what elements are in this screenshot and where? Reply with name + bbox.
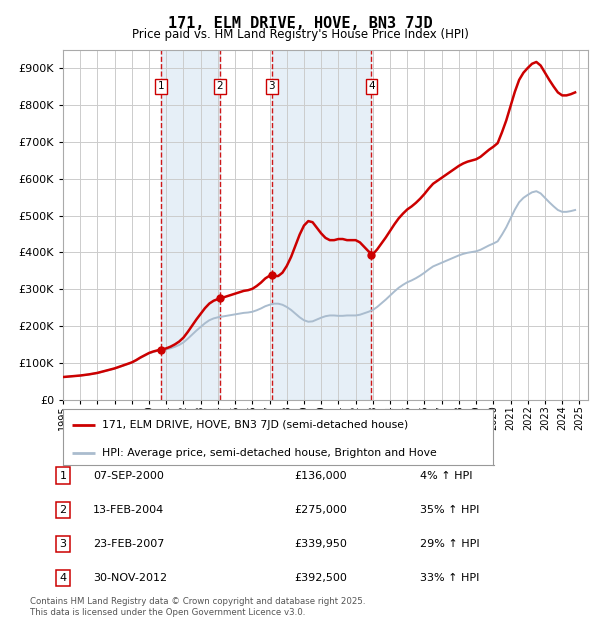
Text: 171, ELM DRIVE, HOVE, BN3 7JD (semi-detached house): 171, ELM DRIVE, HOVE, BN3 7JD (semi-deta… [102, 420, 408, 430]
Text: 30-NOV-2012: 30-NOV-2012 [93, 573, 167, 583]
Text: Contains HM Land Registry data © Crown copyright and database right 2025.
This d: Contains HM Land Registry data © Crown c… [30, 598, 365, 617]
Text: 2: 2 [217, 81, 223, 92]
Text: 33% ↑ HPI: 33% ↑ HPI [420, 573, 479, 583]
Text: £339,950: £339,950 [294, 539, 347, 549]
Text: 171, ELM DRIVE, HOVE, BN3 7JD: 171, ELM DRIVE, HOVE, BN3 7JD [167, 16, 433, 30]
Text: 1: 1 [59, 471, 67, 480]
Text: £136,000: £136,000 [294, 471, 347, 480]
Text: 29% ↑ HPI: 29% ↑ HPI [420, 539, 479, 549]
Text: Price paid vs. HM Land Registry's House Price Index (HPI): Price paid vs. HM Land Registry's House … [131, 28, 469, 41]
Text: 1: 1 [158, 81, 164, 92]
Text: 4: 4 [59, 573, 67, 583]
Text: 35% ↑ HPI: 35% ↑ HPI [420, 505, 479, 515]
Text: 23-FEB-2007: 23-FEB-2007 [93, 539, 164, 549]
Text: 2: 2 [59, 505, 67, 515]
Text: 13-FEB-2004: 13-FEB-2004 [93, 505, 164, 515]
Bar [272, 50, 371, 400]
Bar [161, 50, 220, 400]
Text: 3: 3 [59, 539, 67, 549]
Text: 4: 4 [368, 81, 375, 92]
Text: 4% ↑ HPI: 4% ↑ HPI [420, 471, 473, 480]
Text: 3: 3 [269, 81, 275, 92]
Text: HPI: Average price, semi-detached house, Brighton and Hove: HPI: Average price, semi-detached house,… [102, 448, 436, 458]
Text: £275,000: £275,000 [294, 505, 347, 515]
Text: £392,500: £392,500 [294, 573, 347, 583]
Text: 07-SEP-2000: 07-SEP-2000 [93, 471, 164, 480]
